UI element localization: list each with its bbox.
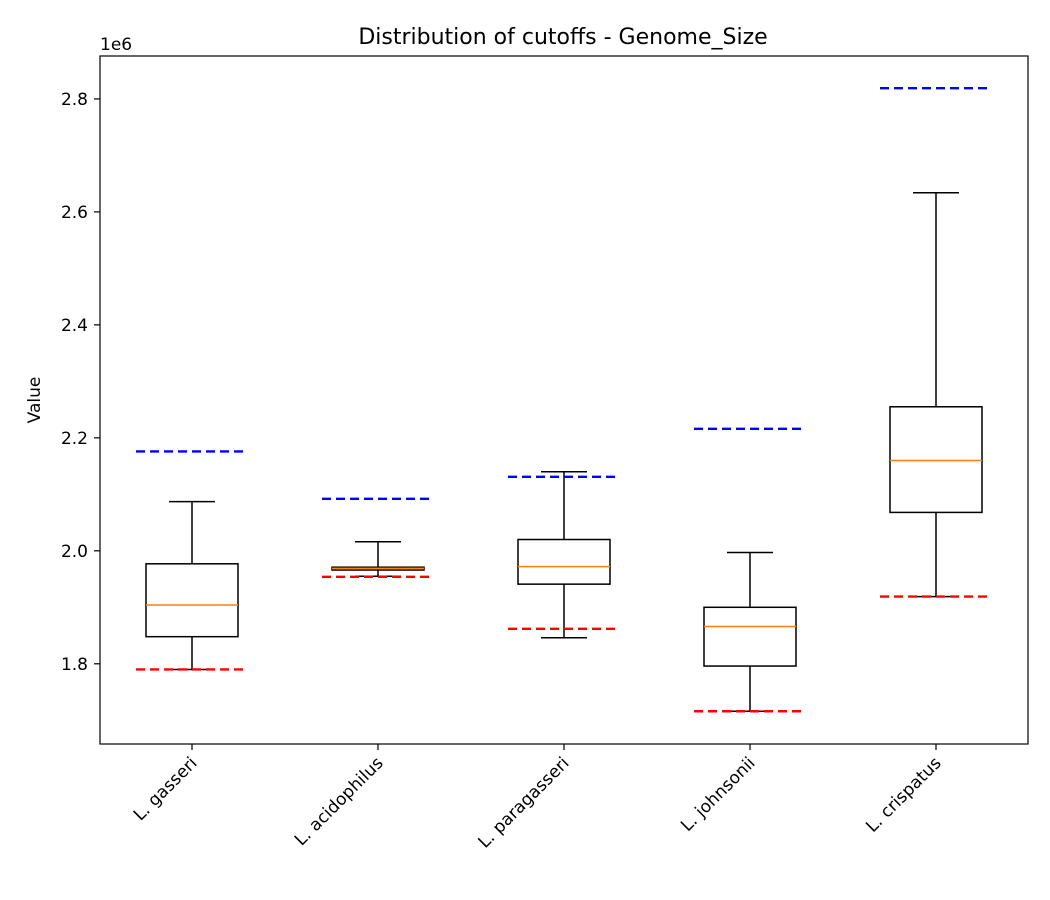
- y-tick-label: 2.2: [61, 429, 88, 449]
- box-iqr: [889, 406, 983, 514]
- box-iqr: [703, 606, 797, 667]
- y-axis-scale-label: 1e6: [100, 35, 132, 55]
- plot-frame: [99, 55, 1029, 745]
- y-tick-label: 1.8: [61, 655, 88, 675]
- y-axis-label: Value: [25, 377, 45, 424]
- y-tick-label: 2.0: [61, 542, 88, 562]
- y-tick-label: 2.8: [61, 90, 88, 110]
- y-tick-label: 2.6: [61, 203, 88, 223]
- box-iqr: [517, 538, 611, 585]
- y-tick-label: 2.4: [61, 316, 88, 336]
- box-iqr: [145, 563, 239, 638]
- chart-title: Distribution of cutoffs - Genome_Size: [358, 25, 767, 50]
